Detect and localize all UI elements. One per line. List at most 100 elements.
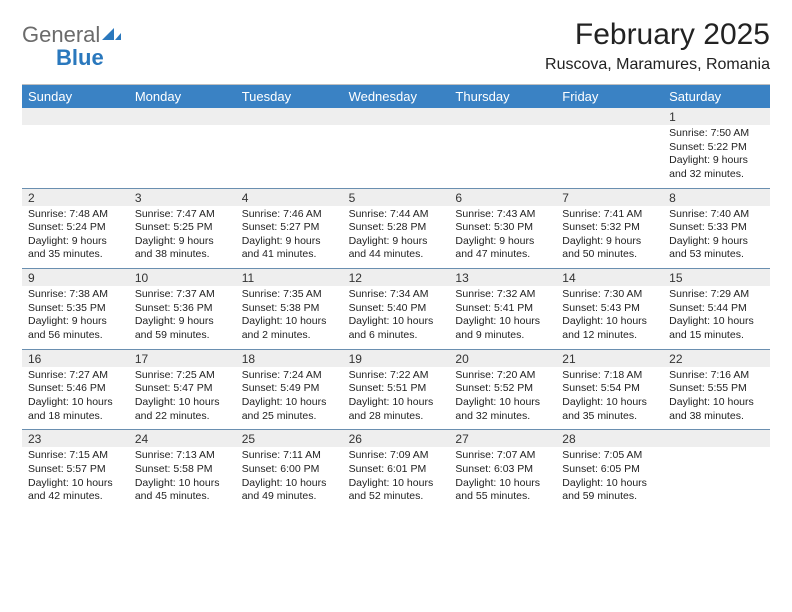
daylight-text: Daylight: 10 hours [28, 477, 123, 491]
daylight-text: and 44 minutes. [349, 248, 444, 262]
day-cell: Sunrise: 7:20 AMSunset: 5:52 PMDaylight:… [449, 367, 556, 430]
daynum-row: 2345678 [22, 189, 770, 206]
daylight-text: Daylight: 10 hours [349, 396, 444, 410]
sunset-text: Sunset: 5:30 PM [455, 221, 550, 235]
daylight-text: Daylight: 9 hours [669, 235, 764, 249]
sunrise-text: Sunrise: 7:30 AM [562, 288, 657, 302]
daylight-text: Daylight: 10 hours [135, 477, 230, 491]
daylight-text: and 15 minutes. [669, 329, 764, 343]
sunrise-text: Sunrise: 7:47 AM [135, 208, 230, 222]
calendar-page: General Blue February 2025 Ruscova, Mara… [0, 0, 792, 520]
day-number: 10 [129, 269, 236, 286]
sunrise-text: Sunrise: 7:43 AM [455, 208, 550, 222]
sunset-text: Sunset: 5:57 PM [28, 463, 123, 477]
day-cell [449, 125, 556, 188]
day-number: 22 [663, 350, 770, 367]
day-cell: Sunrise: 7:15 AMSunset: 5:57 PMDaylight:… [22, 447, 129, 510]
day-number: 13 [449, 269, 556, 286]
daynum-row: 1 [22, 108, 770, 125]
sunset-text: Sunset: 5:44 PM [669, 302, 764, 316]
daylight-text: Daylight: 9 hours [28, 235, 123, 249]
day-number: 12 [343, 269, 450, 286]
day-number: 7 [556, 189, 663, 206]
week-row: 1Sunrise: 7:50 AMSunset: 5:22 PMDaylight… [22, 108, 770, 188]
cells-row: Sunrise: 7:48 AMSunset: 5:24 PMDaylight:… [22, 206, 770, 269]
day-cell: Sunrise: 7:48 AMSunset: 5:24 PMDaylight:… [22, 206, 129, 269]
sunset-text: Sunset: 6:00 PM [242, 463, 337, 477]
daylight-text: and 59 minutes. [135, 329, 230, 343]
daylight-text: and 35 minutes. [28, 248, 123, 262]
daylight-text: and 38 minutes. [135, 248, 230, 262]
daylight-text: and 22 minutes. [135, 410, 230, 424]
sunrise-text: Sunrise: 7:34 AM [349, 288, 444, 302]
daylight-text: Daylight: 10 hours [242, 396, 337, 410]
daylight-text: Daylight: 10 hours [669, 396, 764, 410]
sunset-text: Sunset: 5:47 PM [135, 382, 230, 396]
sunrise-text: Sunrise: 7:18 AM [562, 369, 657, 383]
day-cell: Sunrise: 7:32 AMSunset: 5:41 PMDaylight:… [449, 286, 556, 349]
daylight-text: and 45 minutes. [135, 490, 230, 504]
sunset-text: Sunset: 6:05 PM [562, 463, 657, 477]
day-cell: Sunrise: 7:22 AMSunset: 5:51 PMDaylight:… [343, 367, 450, 430]
sunset-text: Sunset: 5:55 PM [669, 382, 764, 396]
day-number: 15 [663, 269, 770, 286]
day-cell: Sunrise: 7:50 AMSunset: 5:22 PMDaylight:… [663, 125, 770, 188]
sunrise-text: Sunrise: 7:32 AM [455, 288, 550, 302]
day-cell [556, 125, 663, 188]
sunset-text: Sunset: 5:24 PM [28, 221, 123, 235]
daylight-text: Daylight: 9 hours [455, 235, 550, 249]
day-cell: Sunrise: 7:43 AMSunset: 5:30 PMDaylight:… [449, 206, 556, 269]
day-number: 28 [556, 430, 663, 447]
day-cell [22, 125, 129, 188]
day-cell: Sunrise: 7:40 AMSunset: 5:33 PMDaylight:… [663, 206, 770, 269]
header: General Blue February 2025 Ruscova, Mara… [22, 18, 770, 74]
sunset-text: Sunset: 6:03 PM [455, 463, 550, 477]
daylight-text: and 42 minutes. [28, 490, 123, 504]
day-number: 17 [129, 350, 236, 367]
daylight-text: Daylight: 9 hours [135, 315, 230, 329]
daynum-row: 16171819202122 [22, 350, 770, 367]
week-row: 9101112131415Sunrise: 7:38 AMSunset: 5:3… [22, 268, 770, 349]
day-number [22, 108, 129, 125]
sunrise-text: Sunrise: 7:09 AM [349, 449, 444, 463]
day-cell: Sunrise: 7:29 AMSunset: 5:44 PMDaylight:… [663, 286, 770, 349]
weekday-thu: Thursday [449, 85, 556, 108]
sunrise-text: Sunrise: 7:25 AM [135, 369, 230, 383]
weekday-tue: Tuesday [236, 85, 343, 108]
sunrise-text: Sunrise: 7:29 AM [669, 288, 764, 302]
title-block: February 2025 Ruscova, Maramures, Romani… [545, 18, 770, 74]
logo-blue: Blue [22, 45, 104, 70]
sunrise-text: Sunrise: 7:27 AM [28, 369, 123, 383]
weekday-header: Sunday Monday Tuesday Wednesday Thursday… [22, 85, 770, 108]
daylight-text: and 38 minutes. [669, 410, 764, 424]
day-number [236, 108, 343, 125]
daylight-text: and 32 minutes. [455, 410, 550, 424]
daylight-text: and 9 minutes. [455, 329, 550, 343]
sunrise-text: Sunrise: 7:07 AM [455, 449, 550, 463]
sunset-text: Sunset: 5:32 PM [562, 221, 657, 235]
daynum-row: 9101112131415 [22, 269, 770, 286]
logo-general: General [22, 22, 100, 47]
daylight-text: and 32 minutes. [669, 168, 764, 182]
day-number: 24 [129, 430, 236, 447]
week-row: 232425262728Sunrise: 7:15 AMSunset: 5:57… [22, 429, 770, 510]
day-number: 21 [556, 350, 663, 367]
weekday-fri: Friday [556, 85, 663, 108]
sunset-text: Sunset: 5:36 PM [135, 302, 230, 316]
daylight-text: and 49 minutes. [242, 490, 337, 504]
sunrise-text: Sunrise: 7:11 AM [242, 449, 337, 463]
sunrise-text: Sunrise: 7:48 AM [28, 208, 123, 222]
day-number [449, 108, 556, 125]
day-cell: Sunrise: 7:47 AMSunset: 5:25 PMDaylight:… [129, 206, 236, 269]
day-number: 3 [129, 189, 236, 206]
day-cell: Sunrise: 7:38 AMSunset: 5:35 PMDaylight:… [22, 286, 129, 349]
day-cell: Sunrise: 7:11 AMSunset: 6:00 PMDaylight:… [236, 447, 343, 510]
daylight-text: Daylight: 10 hours [455, 396, 550, 410]
sunset-text: Sunset: 5:58 PM [135, 463, 230, 477]
daylight-text: and 59 minutes. [562, 490, 657, 504]
day-number: 14 [556, 269, 663, 286]
sunrise-text: Sunrise: 7:05 AM [562, 449, 657, 463]
daylight-text: and 6 minutes. [349, 329, 444, 343]
day-number: 6 [449, 189, 556, 206]
day-number: 23 [22, 430, 129, 447]
